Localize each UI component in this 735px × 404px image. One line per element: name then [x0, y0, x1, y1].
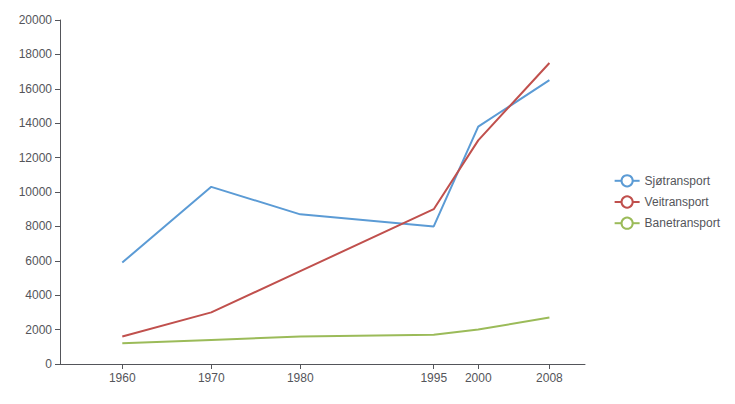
svg-text:18000: 18000	[19, 47, 53, 61]
svg-text:14000: 14000	[19, 116, 53, 130]
svg-text:12000: 12000	[19, 151, 53, 165]
svg-text:20000: 20000	[19, 13, 53, 27]
svg-text:10000: 10000	[19, 185, 53, 199]
svg-text:2000: 2000	[25, 323, 52, 337]
svg-text:1995: 1995	[420, 371, 447, 385]
svg-text:16000: 16000	[19, 82, 53, 96]
svg-text:Veitransport: Veitransport	[645, 195, 710, 209]
svg-text:1980: 1980	[287, 371, 314, 385]
svg-text:0: 0	[45, 357, 52, 371]
svg-text:2008: 2008	[536, 371, 563, 385]
svg-text:6000: 6000	[25, 254, 52, 268]
svg-text:Banetransport: Banetransport	[645, 216, 721, 230]
svg-text:Sjøtransport: Sjøtransport	[645, 174, 711, 188]
svg-text:1970: 1970	[198, 371, 225, 385]
svg-text:4000: 4000	[25, 288, 52, 302]
svg-text:8000: 8000	[25, 219, 52, 233]
svg-text:1960: 1960	[109, 371, 136, 385]
svg-text:2000: 2000	[465, 371, 492, 385]
